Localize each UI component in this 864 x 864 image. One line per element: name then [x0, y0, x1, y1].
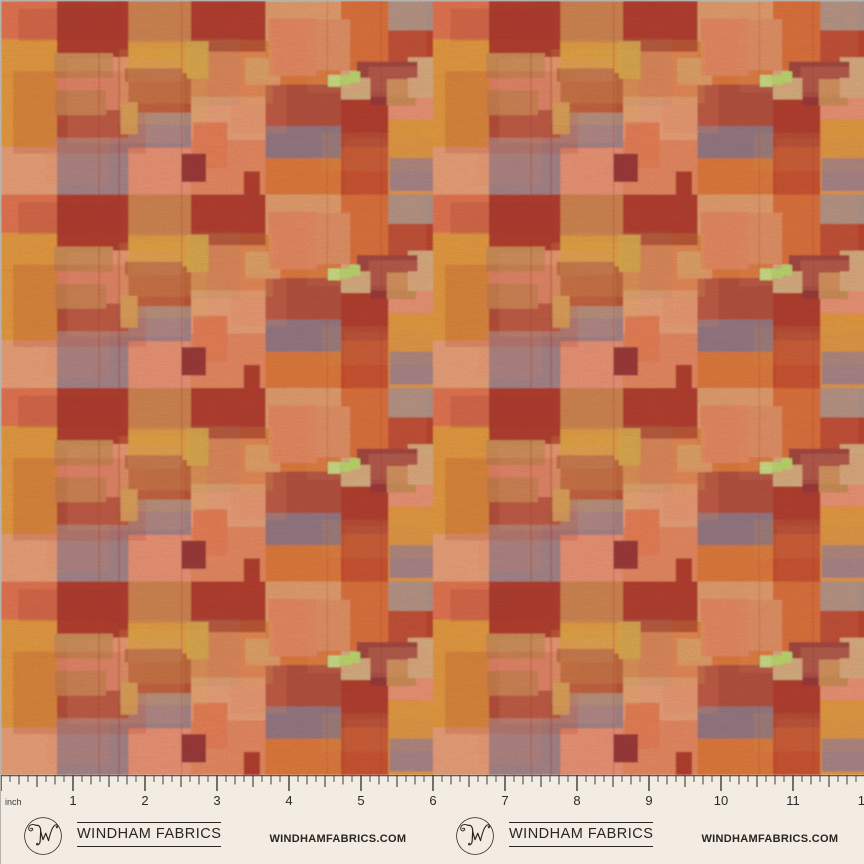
svg-text:6: 6: [429, 793, 436, 808]
svg-text:2: 2: [141, 793, 148, 808]
svg-text:5: 5: [357, 793, 364, 808]
svg-text:4: 4: [285, 793, 292, 808]
svg-text:9: 9: [645, 793, 652, 808]
svg-text:inch: inch: [5, 797, 22, 807]
svg-text:1: 1: [69, 793, 76, 808]
svg-text:7: 7: [501, 793, 508, 808]
svg-text:8: 8: [573, 793, 580, 808]
svg-text:11: 11: [786, 793, 800, 808]
svg-text:12: 12: [858, 793, 864, 808]
svg-text:3: 3: [213, 793, 220, 808]
svg-text:10: 10: [714, 793, 728, 808]
